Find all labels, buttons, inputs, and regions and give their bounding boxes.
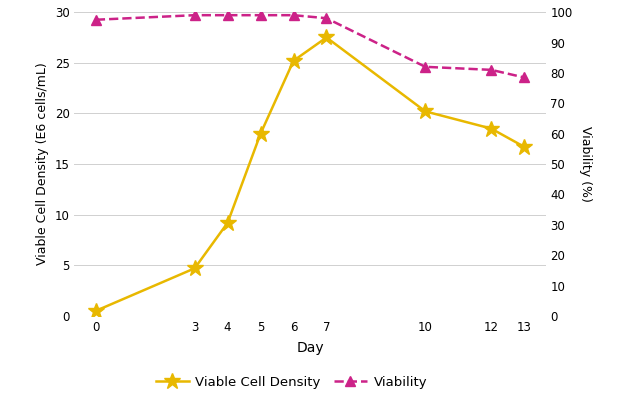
Legend: Viable Cell Density, Viability: Viable Cell Density, Viability bbox=[151, 371, 432, 394]
Y-axis label: Viability (%): Viability (%) bbox=[579, 126, 592, 202]
Y-axis label: Viable Cell Density (E6 cells/mL): Viable Cell Density (E6 cells/mL) bbox=[36, 63, 49, 265]
X-axis label: Day: Day bbox=[296, 341, 324, 355]
